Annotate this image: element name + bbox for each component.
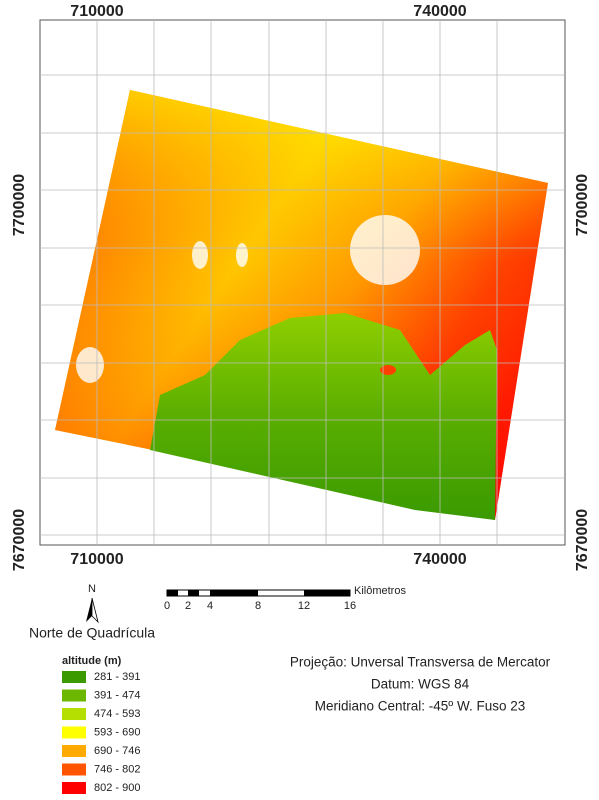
- legend-swatch: [62, 708, 86, 720]
- legend-swatch: [62, 727, 86, 739]
- projection-line: Projeção: Unversal Transversa de Mercato…: [290, 655, 551, 670]
- legend-label: 281 - 391: [94, 671, 140, 683]
- coord-label: 710000: [70, 551, 123, 568]
- coord-label: 7670000: [574, 509, 591, 571]
- scale-label: 16: [344, 600, 356, 612]
- coord-label: 7700000: [11, 174, 28, 236]
- scale-label: 12: [298, 600, 310, 612]
- coord-label: 7670000: [11, 509, 28, 571]
- coord-label: 740000: [413, 3, 466, 20]
- projection-line: Meridiano Central: -45º W. Fuso 23: [315, 699, 526, 714]
- scale-label: 2: [185, 600, 191, 612]
- map-frame: [40, 20, 565, 545]
- north-arrow: [86, 598, 98, 622]
- north-caption: Norte de Quadrícula: [29, 625, 155, 641]
- legend-label: 802 - 900: [94, 782, 140, 794]
- coord-label: 710000: [70, 3, 123, 20]
- scale-label: 0: [164, 600, 170, 612]
- scale-unit: Kilômetros: [354, 585, 406, 597]
- projection-info: Projeção: Unversal Transversa de Mercato…: [290, 655, 551, 714]
- legend-swatch: [62, 782, 86, 794]
- legend-title: altitude (m): [62, 655, 122, 667]
- legend-swatch: [62, 671, 86, 683]
- legend-label: 690 - 746: [94, 745, 140, 757]
- legend-swatch: [62, 745, 86, 757]
- legend-swatch: [62, 764, 86, 776]
- legend: 281 - 391 391 - 474 474 - 593 593 - 690 690 …: [62, 671, 140, 794]
- legend-label: 746 - 802: [94, 763, 140, 775]
- coord-label: 7700000: [574, 174, 591, 236]
- coord-label: 740000: [413, 551, 466, 568]
- legend-swatch: [62, 690, 86, 702]
- north-letter: N: [88, 583, 96, 595]
- legend-label: 474 - 593: [94, 708, 140, 720]
- legend-label: 593 - 690: [94, 726, 140, 738]
- map-page: 710000 740000 710000 740000 7700000 7670…: [0, 0, 599, 800]
- scale-label: 4: [207, 600, 213, 612]
- projection-line: Datum: WGS 84: [371, 677, 470, 692]
- scale-label: 8: [255, 600, 261, 612]
- scale-bar: [167, 590, 350, 596]
- legend-label: 391 - 474: [94, 689, 140, 701]
